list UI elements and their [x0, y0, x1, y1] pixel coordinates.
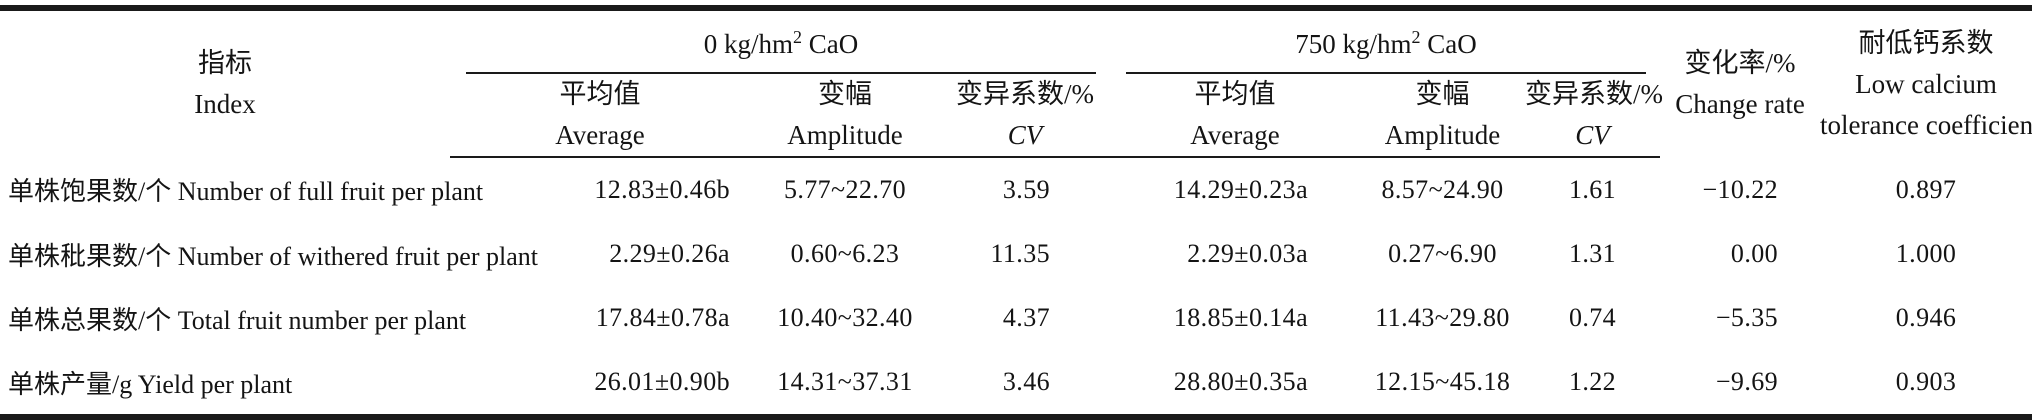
amplitude-0cao-cell: 5.77~22.70	[783, 175, 907, 204]
subheader-average-0-zh: 平均值	[559, 79, 641, 109]
change-rate-header-en: Change rate	[1675, 89, 1805, 119]
subheader-amplitude-0-en: Amplitude	[787, 120, 903, 150]
change-rate-cell: 0.00	[1730, 239, 1779, 268]
tolerance-cell: 1.000	[1895, 239, 1957, 268]
amplitude-750cao-cell: 0.27~6.90	[1388, 239, 1497, 268]
table-row: 单株饱果数/个 Number of full fruit per plant 1…	[0, 157, 2032, 222]
row-label: 单株总果数/个 Total fruit number per plant	[8, 305, 467, 335]
index-header-zh: 指标	[198, 48, 252, 78]
table-row: 单株产量/g Yield per plant 26.01±0.90b 14.31…	[0, 350, 2032, 417]
tolerance-cell: 0.897	[1895, 174, 1957, 204]
cv-0cao-cell: 11.35	[990, 239, 1051, 268]
subheader-amplitude-0: 变幅 Amplitude	[750, 74, 940, 158]
cv-0cao-cell: 3.46	[1002, 367, 1051, 396]
average-750cao-cell: 2.29±0.03a	[1187, 239, 1309, 268]
change-rate-cell: −9.69	[1715, 367, 1779, 396]
average-750cao-cell: 18.85±0.14a	[1173, 303, 1309, 332]
amplitude-0cao-cell: 14.31~37.31	[777, 367, 913, 396]
change-rate-cell: −5.35	[1715, 303, 1779, 332]
table-row: 单株总果数/个 Total fruit number per plant 17.…	[0, 286, 2032, 350]
amplitude-0cao-cell: 10.40~32.40	[777, 303, 913, 332]
change-rate-cell: −10.22	[1702, 174, 1779, 204]
group-750-prefix: 750 kg/hm	[1295, 29, 1412, 59]
group-0-suffix: CaO	[802, 29, 859, 59]
group-750-superscript: 2	[1411, 27, 1421, 47]
low-calcium-tolerance-table: 指标 Index 0 kg/hm2 CaO 750 kg/hm2 CaO 变化率…	[0, 5, 2032, 420]
average-0cao-cell: 2.29±0.26a	[609, 239, 730, 268]
cv-750cao-cell: 1.61	[1568, 175, 1617, 204]
subheader-amplitude-750: 变幅 Amplitude	[1360, 74, 1526, 158]
subheader-average-0-en: Average	[555, 120, 645, 150]
subheader-cv-0: 变异系数/% CV	[940, 74, 1111, 158]
row-label: 单株秕果数/个 Number of withered fruit per pla…	[8, 241, 538, 271]
average-0cao-cell: 12.83±0.46b	[594, 175, 730, 204]
tolerance-header-en2: tolerance coefficient	[1820, 109, 2032, 140]
subheader-average-750: 平均值 Average	[1110, 74, 1361, 158]
tolerance-header: 耐低钙系数 Low calcium tolerance coefficient	[1820, 8, 2032, 157]
group-header-row: 指标 Index 0 kg/hm2 CaO 750 kg/hm2 CaO 变化率…	[0, 8, 2032, 140]
average-0cao-cell: 17.84±0.78a	[595, 303, 730, 332]
average-0cao-cell: 26.01±0.90b	[594, 367, 730, 396]
sub-header-row: 平均值 Average 变幅 Amplitude 变异系数/% CV 平均值 A…	[0, 74, 2032, 158]
group-title-0-cao: 0 kg/hm2 CaO	[466, 11, 1097, 74]
amplitude-750cao-cell: 11.43~29.80	[1375, 303, 1510, 332]
tolerance-cell: 0.946	[1895, 303, 1957, 332]
subheader-average-750-zh: 平均值	[1194, 79, 1276, 109]
subheader-average-750-en: Average	[1190, 120, 1280, 150]
index-header-en: Index	[194, 89, 256, 119]
change-rate-header: 变化率/% Change rate	[1660, 8, 1820, 157]
group-750-suffix: CaO	[1420, 29, 1477, 59]
table-row: 单株秕果数/个 Number of withered fruit per pla…	[0, 222, 2032, 286]
tolerance-header-zh: 耐低钙系数	[1858, 27, 1994, 58]
cv-0cao-cell: 3.59	[1002, 175, 1051, 204]
row-label: 单株饱果数/个 Number of full fruit per plant	[8, 177, 484, 206]
subheader-cv-750: 变异系数/% CV	[1525, 74, 1664, 158]
amplitude-0cao-cell: 0.60~6.23	[790, 239, 900, 268]
average-750cao-cell: 28.80±0.35a	[1173, 367, 1309, 396]
cv-750cao-cell: 1.31	[1568, 239, 1617, 268]
subheader-amplitude-750-en: Amplitude	[1384, 120, 1501, 150]
subheader-amplitude-750-zh: 变幅	[1415, 79, 1470, 109]
group-header-0-cao: 0 kg/hm2 CaO	[450, 8, 1110, 74]
tolerance-cell: 0.903	[1895, 367, 1957, 396]
cv-0cao-cell: 4.37	[1002, 303, 1051, 332]
average-750cao-cell: 14.29±0.23a	[1173, 175, 1309, 204]
index-column-header: 指标 Index	[0, 8, 450, 157]
change-rate-header-zh: 变化率/%	[1684, 48, 1796, 78]
cv-750cao-cell: 1.22	[1568, 367, 1617, 396]
row-label: 单株产量/g Yield per plant	[8, 369, 293, 399]
subheader-average-0: 平均值 Average	[450, 74, 750, 158]
group-0-superscript: 2	[793, 27, 803, 47]
subheader-cv-750-en: CV	[1575, 120, 1610, 150]
subheader-cv-750-zh: 变异系数/%	[1525, 79, 1664, 109]
group-header-750-cao: 750 kg/hm2 CaO	[1110, 8, 1660, 74]
group-0-prefix: 0 kg/hm	[703, 29, 794, 59]
cv-750cao-cell: 0.74	[1568, 303, 1617, 332]
subheader-cv-0-zh: 变异系数/%	[956, 79, 1094, 109]
subheader-amplitude-0-zh: 变幅	[818, 79, 872, 109]
amplitude-750cao-cell: 8.57~24.90	[1381, 175, 1504, 204]
group-title-750-cao: 750 kg/hm2 CaO	[1126, 11, 1647, 74]
amplitude-750cao-cell: 12.15~45.18	[1374, 367, 1511, 396]
subheader-cv-0-en: CV	[1007, 120, 1043, 150]
tolerance-header-en1: Low calcium	[1855, 68, 1997, 99]
